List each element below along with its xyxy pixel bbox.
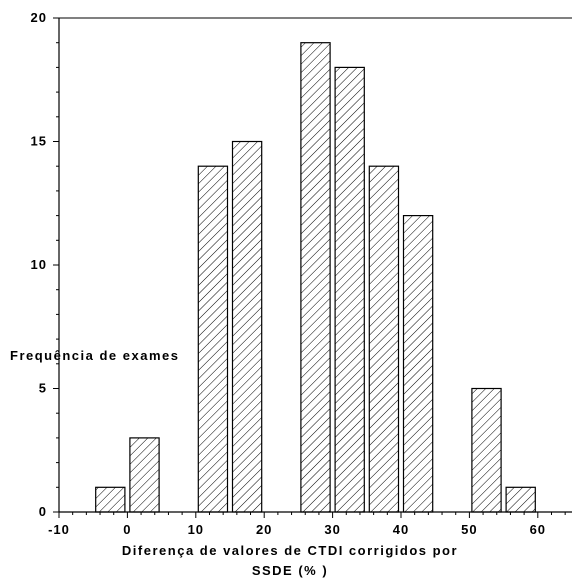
bar-1 — [129, 437, 160, 513]
x-tick-label-0: -10 — [48, 522, 70, 537]
x-axis-title-line2: SSDE (% ) — [252, 563, 328, 578]
y-tick-label-4: 20 — [31, 10, 47, 25]
x-tick-label-3: 20 — [256, 522, 272, 537]
x-tick-label-5: 40 — [393, 522, 409, 537]
bars-group — [95, 42, 536, 513]
bar-0 — [95, 486, 126, 513]
x-axis-title-line1: Diferença de valores de CTDI corrigidos … — [122, 543, 458, 558]
bar-6 — [368, 165, 400, 513]
x-tick-label-7: 60 — [530, 522, 546, 537]
y-tick-label-1: 5 — [39, 381, 47, 396]
y-axis-title: Frequência de exames — [10, 348, 179, 363]
bar-7 — [402, 215, 434, 513]
bar-9 — [505, 486, 536, 513]
x-tick-label-4: 30 — [324, 522, 340, 537]
bar-4 — [300, 42, 331, 513]
x-tick-label-2: 10 — [188, 522, 204, 537]
bar-5 — [334, 66, 365, 513]
y-tick-label-3: 15 — [31, 134, 47, 149]
x-tick-label-1: 0 — [123, 522, 131, 537]
bar-3 — [231, 140, 263, 513]
bar-2 — [197, 165, 229, 513]
y-tick-label-2: 10 — [31, 257, 47, 272]
x-tick-label-6: 50 — [461, 522, 477, 537]
y-tick-label-0: 0 — [39, 504, 47, 519]
bar-8 — [471, 387, 502, 513]
